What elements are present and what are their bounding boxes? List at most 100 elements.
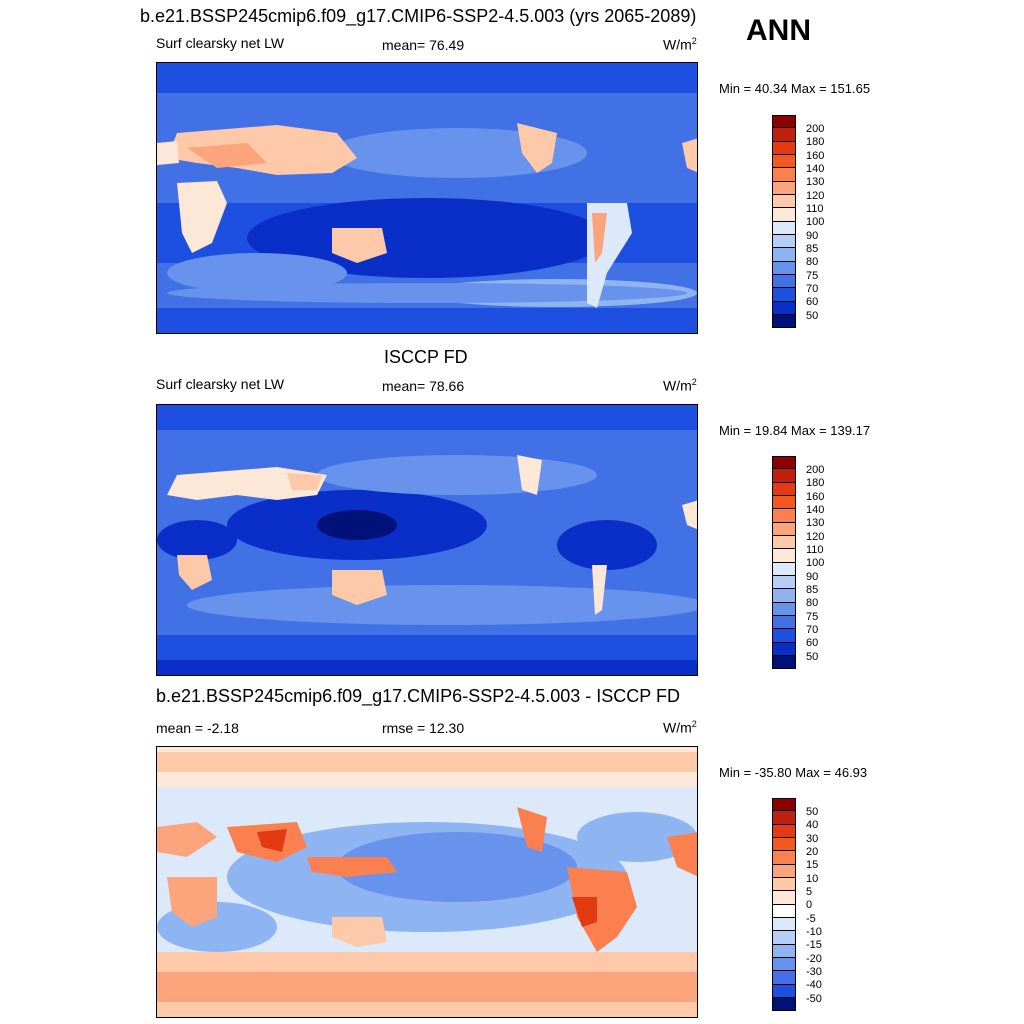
panel1-map-field xyxy=(157,63,697,333)
colorbar-label: 20 xyxy=(806,846,819,858)
colorbar-swatch xyxy=(772,482,796,496)
season-label: ANN xyxy=(746,14,811,47)
colorbar-swatch xyxy=(772,181,796,195)
colorbar-label: 160 xyxy=(806,491,825,503)
colorbar-swatch xyxy=(772,904,796,918)
colorbar-swatch xyxy=(772,141,796,155)
colorbar-label: 10 xyxy=(806,873,819,885)
colorbar-label: 40 xyxy=(806,819,819,831)
colorbar-label: 80 xyxy=(806,597,819,609)
colorbar-swatch xyxy=(772,234,796,249)
panel1-title: b.e21.BSSP245cmip6.f09_g17.CMIP6-SSP2-4.… xyxy=(140,6,697,26)
colorbar-swatch xyxy=(772,864,796,878)
colorbar-swatch xyxy=(772,274,796,289)
panel3-mean: mean = -2.18 xyxy=(156,720,239,736)
colorbar-swatch xyxy=(772,288,796,302)
colorbar-swatch xyxy=(772,877,796,892)
colorbar-swatch xyxy=(772,575,796,590)
colorbar-label: 110 xyxy=(806,203,824,215)
colorbar-label: -5 xyxy=(806,913,816,925)
colorbar-label: 5 xyxy=(806,886,813,898)
panel3-rmse: rmse = 12.30 xyxy=(382,720,465,736)
colorbar-label: 100 xyxy=(806,216,825,228)
colorbar-swatch xyxy=(772,851,796,865)
colorbar-swatch xyxy=(772,314,796,329)
colorbar-label: 90 xyxy=(806,571,819,583)
colorbar-label: 160 xyxy=(806,150,825,162)
colorbar-label: 70 xyxy=(806,624,819,636)
panel1-variable: Surf clearsky net LW xyxy=(156,35,285,51)
panel2-variable: Surf clearsky net LW xyxy=(156,376,285,392)
colorbar-label: 85 xyxy=(806,584,819,596)
colorbar-label: 75 xyxy=(806,611,819,623)
panel1-colorbar xyxy=(772,115,796,329)
colorbar-label: 180 xyxy=(806,136,825,148)
colorbar-swatch xyxy=(772,261,796,275)
colorbar-swatch xyxy=(772,811,796,825)
colorbar-label: 200 xyxy=(806,123,825,135)
panel3-colorbar xyxy=(772,798,796,1012)
colorbar-label: 80 xyxy=(806,256,819,268)
colorbar-label: 70 xyxy=(806,283,819,295)
colorbar-swatch xyxy=(772,642,796,656)
colorbar-swatch xyxy=(772,917,796,932)
panel2-units: W/m2 xyxy=(663,377,697,394)
colorbar-swatch xyxy=(772,891,796,905)
colorbar-swatch xyxy=(772,115,796,129)
colorbar-swatch xyxy=(772,589,796,603)
colorbar-label: 140 xyxy=(806,504,825,516)
colorbar-label: -30 xyxy=(806,966,822,978)
colorbar-label: 100 xyxy=(806,557,825,569)
colorbar-swatch xyxy=(772,522,796,536)
panel2-map xyxy=(156,404,698,676)
panel1-map xyxy=(156,62,698,334)
colorbar-label: -20 xyxy=(806,953,822,965)
panel1-mean: mean= 76.49 xyxy=(382,37,465,53)
colorbar-swatch xyxy=(772,944,796,958)
colorbar-swatch xyxy=(772,301,796,315)
panel2-title: ISCCP FD xyxy=(384,347,468,367)
colorbar-label: 120 xyxy=(806,531,825,543)
colorbar-label: 50 xyxy=(806,310,819,322)
colorbar-label: -50 xyxy=(806,993,822,1005)
colorbar-label: 60 xyxy=(806,637,819,649)
colorbar-label: 0 xyxy=(806,899,813,911)
colorbar-label: 75 xyxy=(806,270,819,282)
colorbar-label: -15 xyxy=(806,939,822,951)
colorbar-swatch xyxy=(772,208,796,222)
colorbar-label: 130 xyxy=(806,517,825,529)
colorbar-swatch xyxy=(772,549,796,563)
colorbar-swatch xyxy=(772,221,796,235)
colorbar-swatch xyxy=(772,194,796,209)
colorbar-swatch xyxy=(772,629,796,643)
colorbar-swatch xyxy=(772,971,796,985)
panel3-units: W/m2 xyxy=(663,719,697,736)
colorbar-label: 140 xyxy=(806,163,825,175)
colorbar-swatch xyxy=(772,456,796,470)
panel3-title: b.e21.BSSP245cmip6.f09_g17.CMIP6-SSP2-4.… xyxy=(156,686,680,706)
colorbar-label: 15 xyxy=(806,859,819,871)
colorbar-swatch xyxy=(772,495,796,510)
panel2-colorbar xyxy=(772,456,796,670)
panel2-minmax: Min = 19.84 Max = 139.17 xyxy=(719,423,871,438)
panel2-map-field xyxy=(157,405,697,675)
colorbar-label: 120 xyxy=(806,190,825,202)
colorbar-swatch xyxy=(772,837,796,852)
panel3-map-field xyxy=(157,747,697,1017)
colorbar-label: 50 xyxy=(806,806,819,818)
colorbar-swatch xyxy=(772,615,796,630)
panel3-minmax: Min = -35.80 Max = 46.93 xyxy=(719,765,868,780)
colorbar-label: 90 xyxy=(806,230,819,242)
colorbar-label: 60 xyxy=(806,296,819,308)
colorbar-swatch xyxy=(772,957,796,972)
panel1-minmax: Min = 40.34 Max = 151.65 xyxy=(719,81,871,96)
colorbar-label: 30 xyxy=(806,833,819,845)
colorbar-swatch xyxy=(772,128,796,142)
colorbar-swatch xyxy=(772,535,796,550)
colorbar-label: -10 xyxy=(806,926,822,938)
colorbar-swatch xyxy=(772,655,796,670)
colorbar-swatch xyxy=(772,984,796,998)
colorbar-label: 130 xyxy=(806,176,825,188)
colorbar-label: 50 xyxy=(806,651,819,663)
colorbar-label: 110 xyxy=(806,544,824,556)
